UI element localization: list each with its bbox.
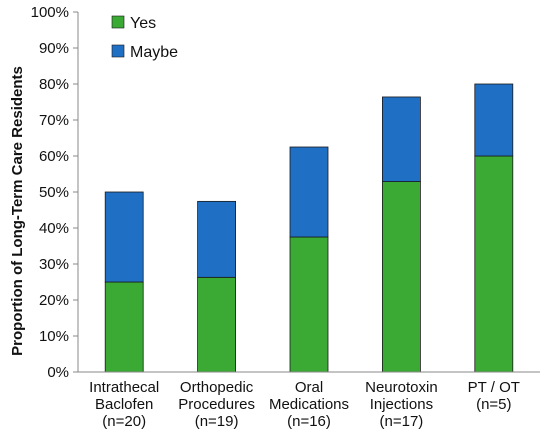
legend-swatch-yes	[111, 15, 125, 29]
y-tick-label: 30%	[39, 256, 69, 273]
x-category-label: Neurotoxin Injections (n=17)	[365, 379, 438, 430]
legend: Yes Maybe	[111, 15, 178, 61]
bar-segment-maybe	[104, 191, 144, 283]
y-tick-label: 70%	[39, 112, 69, 129]
bar-segment-yes	[104, 281, 144, 373]
y-tick-label: 0%	[47, 364, 69, 381]
y-tick-label: 90%	[39, 40, 69, 57]
bar-segment-maybe	[474, 83, 514, 157]
legend-swatch-maybe	[111, 44, 125, 58]
bar-segment-yes	[289, 236, 329, 373]
legend-label-yes: Yes	[130, 15, 156, 32]
y-tick-label: 80%	[39, 76, 69, 93]
x-axis-labels: Intrathecal Baclofen (n=20) Orthopedic Proce…	[89, 379, 520, 430]
bar-segment-yes	[197, 276, 237, 373]
y-axis-label: Proportion of Long-Term Care Residents	[9, 66, 26, 356]
bar-segment-yes	[474, 155, 514, 373]
x-category-label: Intrathecal Baclofen (n=20)	[89, 379, 159, 430]
y-tick-label: 50%	[39, 184, 69, 201]
x-category-label: Orthopedic Procedures (n=19)	[178, 379, 255, 430]
bar-segment-maybe	[381, 96, 421, 182]
bar-segment-maybe	[289, 146, 329, 238]
y-tick-label: 40%	[39, 220, 69, 237]
y-tick-label: 20%	[39, 292, 69, 309]
bar-segment-yes	[381, 181, 421, 373]
x-category-label: PT / OT (n=5)	[468, 379, 520, 413]
y-tick-label: 60%	[39, 148, 69, 165]
legend-label-maybe: Maybe	[130, 44, 178, 61]
x-category-label: Oral Medications (n=16)	[269, 379, 349, 430]
y-axis-ticks: 0% 10% 20% 30% 40% 50% 60% 70% 80% 90% 100%	[31, 4, 78, 381]
y-tick-label: 100%	[31, 4, 69, 21]
bars	[104, 83, 514, 373]
bar-segment-maybe	[197, 200, 237, 278]
y-tick-label: 10%	[39, 328, 69, 345]
